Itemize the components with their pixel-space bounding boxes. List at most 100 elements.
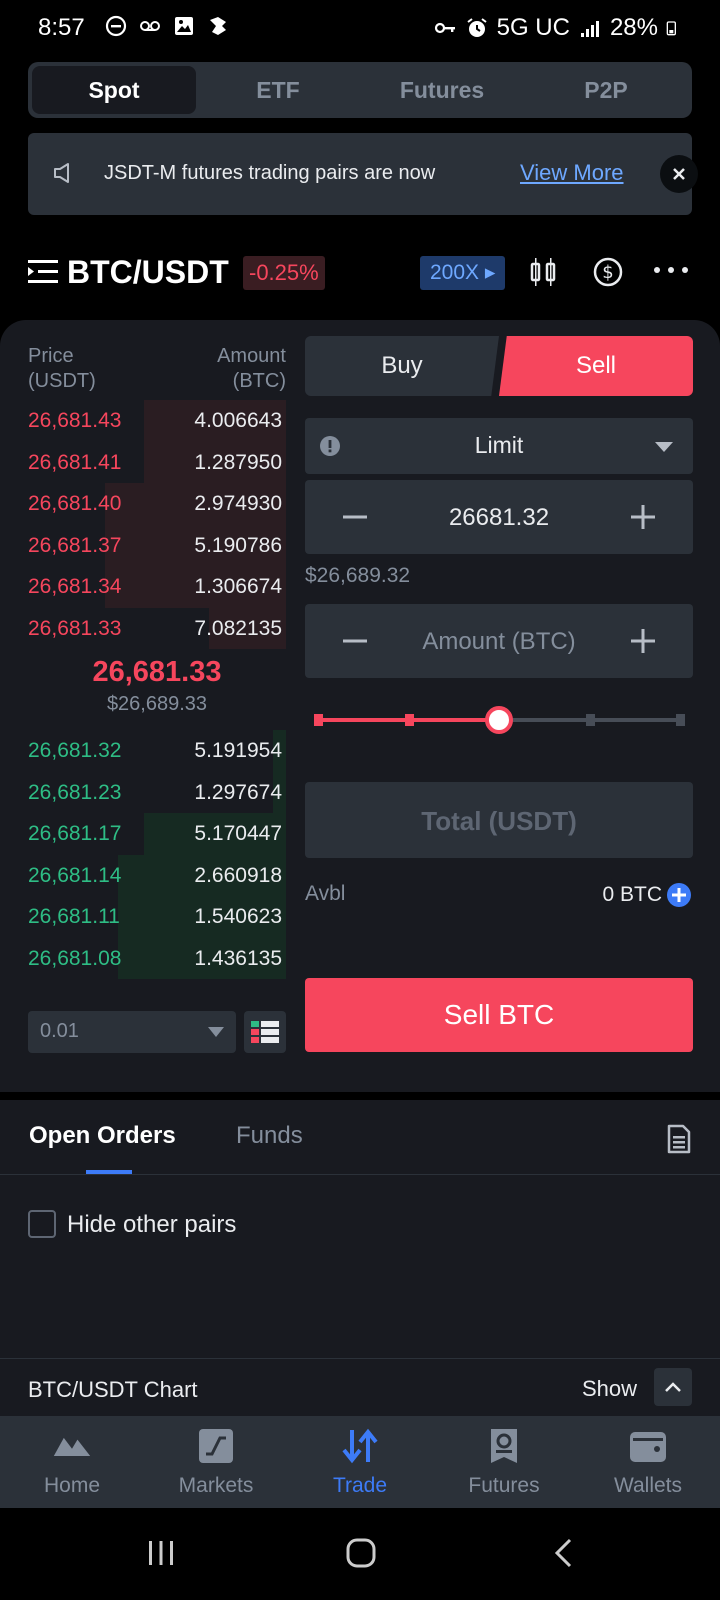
more-options-icon[interactable] [653,266,689,274]
bid-depth [273,730,286,772]
mid-price-block: 26,681.33 $26,689.33 [28,656,286,716]
info-icon[interactable] [319,435,341,457]
price-minus-button[interactable] [341,503,369,531]
back-icon[interactable] [552,1538,574,1568]
banner-close-button[interactable] [660,155,698,193]
divider [0,1174,720,1175]
ask-row[interactable]: 26,681.41 1.287950 [28,441,286,483]
amount-plus-button[interactable] [629,627,657,655]
system-navigation [0,1508,720,1600]
ask-list: 26,681.43 4.006643 26,681.41 1.287950 26,6… [28,400,286,649]
price-plus-button[interactable] [629,503,657,531]
bid-list: 26,681.32 5.191954 26,681.23 1.297674 26,6… [28,730,286,979]
nav-markets-label: Markets [178,1474,254,1497]
alarm-icon [466,18,487,37]
sell-btc-button[interactable]: Sell BTC [305,978,693,1052]
orderbook-layout-icon [251,1021,279,1043]
bid-row[interactable]: 26,681.23 1.297674 [28,771,286,813]
hide-other-pairs-checkbox[interactable] [28,1210,56,1238]
amount-minus-button[interactable] [341,627,369,655]
ask-amount: 4.006643 [194,409,282,432]
bid-depth [118,937,286,979]
signal-icon [580,21,599,37]
announcement-banner: JSDT-M futures trading pairs are now Vie… [28,133,698,215]
ask-amount: 1.306674 [194,575,282,598]
bid-row[interactable]: 26,681.32 5.191954 [28,730,286,772]
slider-tick[interactable] [404,714,414,726]
show-chart-label[interactable]: Show [582,1376,638,1401]
ask-depth [105,483,286,525]
order-type-select[interactable]: Limit [305,418,693,474]
home-icon [53,1437,91,1456]
expand-chart-button[interactable] [654,1368,692,1406]
tab-open-orders[interactable]: Open Orders [29,1122,176,1149]
tab-etf[interactable]: ETF [256,76,300,103]
total-field[interactable]: Total (USDT) [305,782,693,858]
sell-tab[interactable]: Sell [499,336,693,396]
dollar-coin-icon[interactable]: $ [592,256,624,288]
tab-funds[interactable]: Funds [236,1122,303,1149]
pair-symbol[interactable]: BTC/USDT [67,254,229,290]
bid-row[interactable]: 26,681.11 1.540623 [28,896,286,938]
price-usd-estimate: $26,689.32 [305,564,411,587]
slider-tick[interactable] [585,714,595,726]
tab-futures[interactable]: Futures [399,76,485,103]
ask-row[interactable]: 26,681.43 4.006643 [28,400,286,442]
recent-apps-icon[interactable] [146,1538,176,1568]
hide-other-pairs-label[interactable]: Hide other pairs [67,1211,237,1238]
futures-icon [491,1429,517,1463]
nav-home[interactable]: Home [0,1416,144,1508]
slider-tick[interactable] [314,714,323,726]
app-icon [210,17,226,35]
tab-p2p[interactable]: P2P [584,76,628,103]
ask-row[interactable]: 26,681.37 5.190786 [28,524,286,566]
battery-percent: 28% [609,14,658,41]
ask-row[interactable]: 26,681.33 7.082135 [28,607,286,649]
slider-tick[interactable] [676,714,685,726]
ask-depth [105,524,286,566]
nav-futures[interactable]: Futures [432,1416,576,1508]
nav-wallets[interactable]: Wallets [576,1416,720,1508]
price-header-unit: (USDT) [28,370,96,392]
view-more-link[interactable]: View More [520,160,624,185]
nav-markets[interactable]: Markets [144,1416,288,1508]
total-input: Total (USDT) [421,806,577,836]
orderbook-view-toggle[interactable] [244,1011,286,1053]
last-price-usd: $26,689.33 [106,693,208,715]
bid-row[interactable]: 26,681.08 1.436135 [28,937,286,979]
vpn-key-icon [434,22,455,34]
banner-text: JSDT-M futures trading pairs are now [104,162,436,184]
gallery-icon [175,17,193,35]
ask-depth [144,441,286,483]
order-type-value: Limit [474,432,524,458]
status-time: 8:57 [38,14,85,41]
bid-price: 26,681.08 [28,946,122,970]
decimal-value: 0.01 [40,1020,79,1042]
nav-futures-label: Futures [468,1474,540,1497]
decimal-precision-select[interactable]: 0.01 [28,1011,236,1053]
slider-handle[interactable] [485,706,513,734]
candlestick-icon[interactable] [528,256,558,288]
buy-tab[interactable]: Buy [305,336,499,396]
ask-row[interactable]: 26,681.40 2.974930 [28,483,286,525]
close-icon [673,168,685,180]
network-label: 5G UC [496,14,570,41]
bid-row[interactable]: 26,681.17 5.170447 [28,813,286,855]
amount-slider[interactable] [314,705,685,735]
bid-row[interactable]: 26,681.14 2.660918 [28,854,286,896]
order-history-icon[interactable] [666,1124,692,1154]
ask-row[interactable]: 26,681.34 1.306674 [28,566,286,608]
leverage-badge[interactable]: 200X ▸ [420,256,506,290]
bid-price: 26,681.11 [28,905,120,928]
nav-trade[interactable]: Trade [288,1416,432,1508]
pair-menu-icon[interactable] [28,258,58,286]
bid-depth [118,896,286,938]
tab-spot[interactable]: Spot [32,66,196,114]
megaphone-icon [54,163,69,183]
add-funds-icon[interactable] [666,882,692,908]
amount-input[interactable]: Amount (BTC) [422,628,576,655]
price-input[interactable]: 26681.32 [448,504,550,531]
home-button-icon[interactable] [346,1538,376,1568]
ask-depth [105,566,286,608]
amount-stepper: Amount (BTC) [305,604,693,678]
